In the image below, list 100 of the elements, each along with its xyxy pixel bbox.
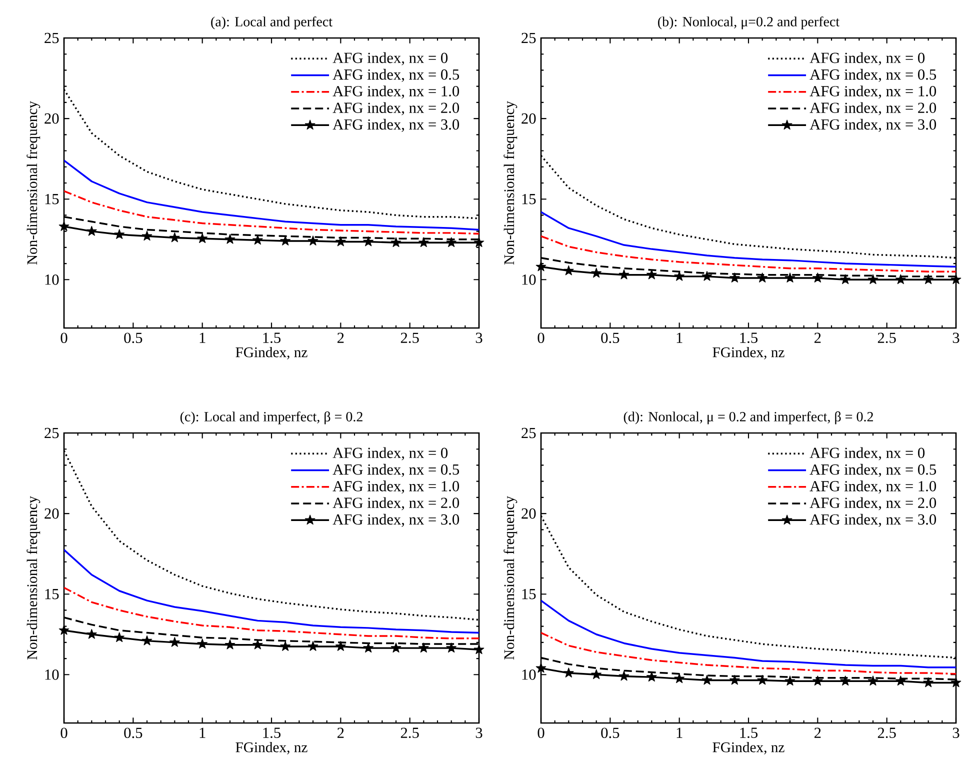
- point: [674, 673, 684, 684]
- point: [618, 269, 630, 280]
- legend-label: AFG index, nx = 0: [810, 447, 925, 460]
- y-tick-label: 20: [522, 508, 536, 519]
- point: [646, 269, 657, 280]
- legend-label: AFG index, nx = 2.0: [810, 497, 936, 510]
- y-tick-label: 25: [522, 428, 536, 438]
- x-axis-title: FGindex, nz: [712, 742, 784, 754]
- point: [280, 236, 290, 246]
- point: [363, 236, 374, 246]
- point: [812, 272, 823, 282]
- point: [564, 265, 574, 276]
- legend-label: AFG index, nx = 1.0: [810, 480, 936, 494]
- x-tick-label: 0: [60, 332, 68, 344]
- point: [840, 274, 850, 284]
- x-tick-label: 2.5: [878, 332, 896, 344]
- point: [618, 670, 630, 681]
- point: [868, 274, 878, 284]
- legend-label: AFG index, nx = 0: [332, 52, 448, 66]
- legend-label: AFG index, nx = 2.0: [810, 102, 936, 116]
- y-tick-label: 20: [44, 113, 59, 124]
- x-tick-label: 2.5: [878, 728, 896, 738]
- x-tick-label: 0: [60, 728, 68, 738]
- chart-title: (c): Local and imperfect, β = 0.2: [180, 411, 362, 424]
- point: [336, 641, 346, 651]
- point: [114, 229, 124, 239]
- x-tick-label: 3: [476, 332, 482, 343]
- point: [446, 642, 456, 653]
- point: [896, 676, 906, 686]
- x-tick-label: 3: [952, 728, 960, 738]
- point: [702, 271, 712, 281]
- point: [58, 624, 70, 635]
- point: [170, 637, 180, 647]
- point: [474, 237, 484, 248]
- point: [840, 676, 850, 686]
- x-tick-label: 2: [814, 332, 821, 343]
- point: [446, 237, 456, 248]
- legend-label: AFG index, nx = 1.0: [810, 86, 936, 99]
- x-tick-label: 3: [952, 332, 960, 343]
- x-tick-label: 0.5: [601, 332, 620, 344]
- legend-label: AFG index, nx = 0.5: [810, 464, 936, 477]
- x-tick-label: 1: [676, 728, 682, 738]
- y-tick-label: 25: [44, 32, 59, 44]
- y-tick-label: 20: [44, 508, 59, 519]
- point: [224, 234, 236, 244]
- legend-label: AFG index, nx = 3.0: [332, 118, 460, 132]
- point: [142, 635, 152, 646]
- point: [336, 236, 346, 246]
- point: [390, 237, 402, 248]
- y-tick-label: 10: [45, 669, 59, 680]
- point: [702, 674, 712, 685]
- point: [86, 628, 97, 639]
- point: [646, 672, 657, 682]
- x-tick-label: 0: [538, 728, 544, 738]
- point: [730, 272, 740, 282]
- point: [674, 271, 684, 281]
- x-tick-label: 0.5: [124, 332, 142, 344]
- y-axis-title: Non-dimensional frequency: [26, 100, 40, 265]
- y-tick-label: 15: [45, 588, 59, 600]
- point: [730, 674, 740, 685]
- point: [591, 268, 602, 278]
- point: [418, 237, 429, 248]
- x-tick-label: 2: [814, 728, 821, 738]
- point: [923, 677, 934, 688]
- chart-title: (d): Nonlocal, μ = 0.2 and imperfect, β = 0.2: [624, 411, 873, 424]
- point: [363, 642, 374, 653]
- x-tick-label: 2.5: [400, 332, 419, 344]
- point: [390, 642, 402, 653]
- y-axis-title: Non-dimensional frequency: [504, 496, 518, 660]
- x-tick-label: 3: [476, 728, 482, 738]
- x-tick-label: 1: [200, 728, 206, 738]
- point: [224, 639, 236, 650]
- x-tick-label: 1.5: [740, 332, 758, 344]
- y-axis-title: Non-dimensional frequency: [26, 496, 40, 660]
- point: [923, 274, 934, 284]
- chart-title: (b): Nonlocal, μ=0.2 and perfect: [658, 16, 840, 30]
- y-tick-label: 10: [45, 274, 59, 285]
- point: [950, 274, 962, 284]
- legend-label: AFG index, nx = 0: [332, 447, 448, 460]
- point: [252, 234, 263, 245]
- point: [197, 233, 208, 244]
- x-tick-label: 2: [338, 728, 344, 738]
- point: [308, 236, 318, 246]
- x-tick-label: 0.5: [601, 728, 620, 738]
- point: [757, 272, 768, 282]
- point: [252, 639, 263, 650]
- point: [896, 274, 906, 284]
- point: [591, 669, 602, 680]
- x-tick-label: 1: [200, 332, 206, 343]
- x-tick-label: 0: [538, 332, 544, 344]
- x-tick-label: 1.5: [263, 332, 280, 344]
- point: [86, 226, 97, 236]
- y-tick-label: 15: [45, 194, 59, 204]
- x-tick-label: 1: [676, 332, 682, 343]
- x-tick-label: 2.5: [400, 728, 419, 738]
- y-tick-label: 20: [522, 113, 536, 124]
- point: [280, 641, 290, 651]
- legend-label: AFG index, nx = 0.5: [810, 68, 936, 82]
- y-tick-label: 15: [522, 194, 536, 204]
- legend-label: AFG index, nx = 0: [810, 52, 925, 66]
